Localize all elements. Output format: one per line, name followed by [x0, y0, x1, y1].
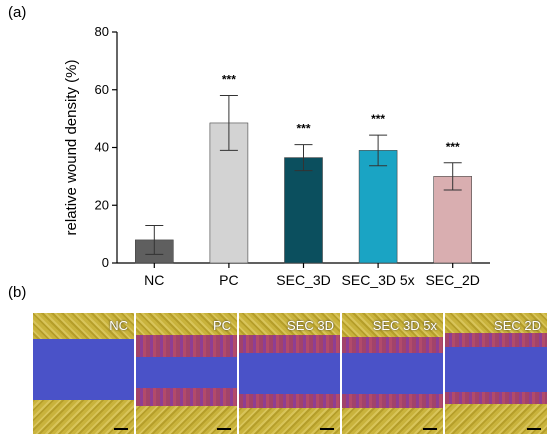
significance-label: ***	[296, 122, 310, 136]
microscopy-image-sec-3d: SEC 3D	[239, 313, 340, 434]
bar-chart: 0 20 40 60 80 relative wound density (%) NC PC *…	[63, 24, 490, 288]
bar	[284, 157, 323, 264]
image-label: NC	[109, 318, 128, 333]
y-tick-label: 40	[95, 140, 109, 155]
image-label: SEC 2D	[494, 318, 541, 333]
significance-label: ***	[371, 112, 385, 126]
scale-bar	[423, 428, 437, 430]
panel-b-label: (b)	[8, 284, 27, 301]
image-label: SEC 3D	[287, 318, 334, 333]
image-label: PC	[212, 318, 231, 333]
x-tick-label: SEC_3D	[276, 272, 330, 288]
y-tick-label: 60	[95, 82, 109, 97]
x-tick-label: PC	[219, 272, 238, 288]
scale-bar	[114, 428, 128, 430]
microscopy-image-sec-3d-5x: SEC 3D 5x	[342, 313, 443, 434]
microscopy-image-pc: PC	[136, 313, 237, 434]
scale-bar	[217, 428, 231, 430]
panel-a-label: (a)	[8, 4, 27, 21]
significance-label: ***	[446, 140, 460, 154]
x-tick-label: SEC_3D 5x	[342, 272, 415, 288]
bar	[358, 150, 398, 264]
y-tick-label: 80	[95, 24, 109, 39]
scale-bar	[527, 428, 541, 430]
microscopy-image-sec-2d: SEC 2D	[445, 313, 547, 434]
microscopy-image-nc: NC	[33, 313, 134, 434]
y-axis-label: relative wound density (%)	[63, 60, 80, 236]
x-tick-label: SEC_2D	[425, 272, 479, 288]
x-tick-label: NC	[144, 272, 164, 288]
y-tick-label: 0	[102, 255, 109, 270]
image-label: SEC 3D 5x	[372, 318, 437, 333]
significance-label: ***	[222, 73, 236, 87]
scale-bar	[320, 428, 334, 430]
y-tick-label: 20	[95, 197, 109, 212]
